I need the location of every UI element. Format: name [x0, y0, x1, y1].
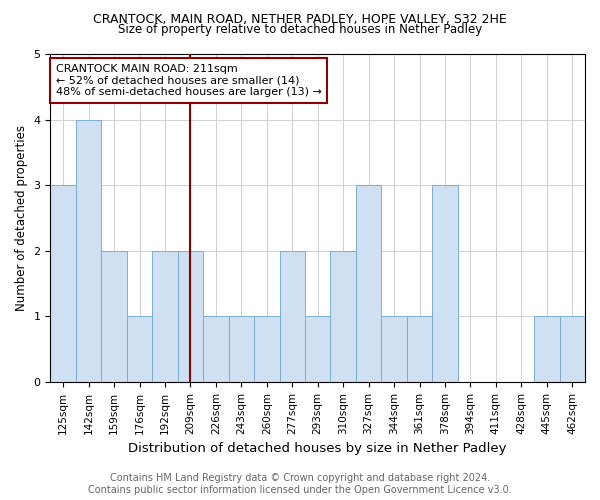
X-axis label: Distribution of detached houses by size in Nether Padley: Distribution of detached houses by size …: [128, 442, 507, 455]
Bar: [229, 316, 254, 382]
Bar: [407, 316, 432, 382]
Bar: [254, 316, 280, 382]
Bar: [305, 316, 331, 382]
Bar: [560, 316, 585, 382]
Bar: [76, 120, 101, 382]
Bar: [203, 316, 229, 382]
Bar: [127, 316, 152, 382]
Text: CRANTOCK, MAIN ROAD, NETHER PADLEY, HOPE VALLEY, S32 2HE: CRANTOCK, MAIN ROAD, NETHER PADLEY, HOPE…: [93, 12, 507, 26]
Text: Size of property relative to detached houses in Nether Padley: Size of property relative to detached ho…: [118, 22, 482, 36]
Y-axis label: Number of detached properties: Number of detached properties: [15, 125, 28, 311]
Bar: [50, 185, 76, 382]
Bar: [534, 316, 560, 382]
Bar: [280, 250, 305, 382]
Bar: [152, 250, 178, 382]
Text: CRANTOCK MAIN ROAD: 211sqm
← 52% of detached houses are smaller (14)
48% of semi: CRANTOCK MAIN ROAD: 211sqm ← 52% of deta…: [56, 64, 322, 97]
Bar: [356, 185, 382, 382]
Text: Contains HM Land Registry data © Crown copyright and database right 2024.
Contai: Contains HM Land Registry data © Crown c…: [88, 474, 512, 495]
Bar: [178, 250, 203, 382]
Bar: [331, 250, 356, 382]
Bar: [432, 185, 458, 382]
Bar: [101, 250, 127, 382]
Bar: [382, 316, 407, 382]
